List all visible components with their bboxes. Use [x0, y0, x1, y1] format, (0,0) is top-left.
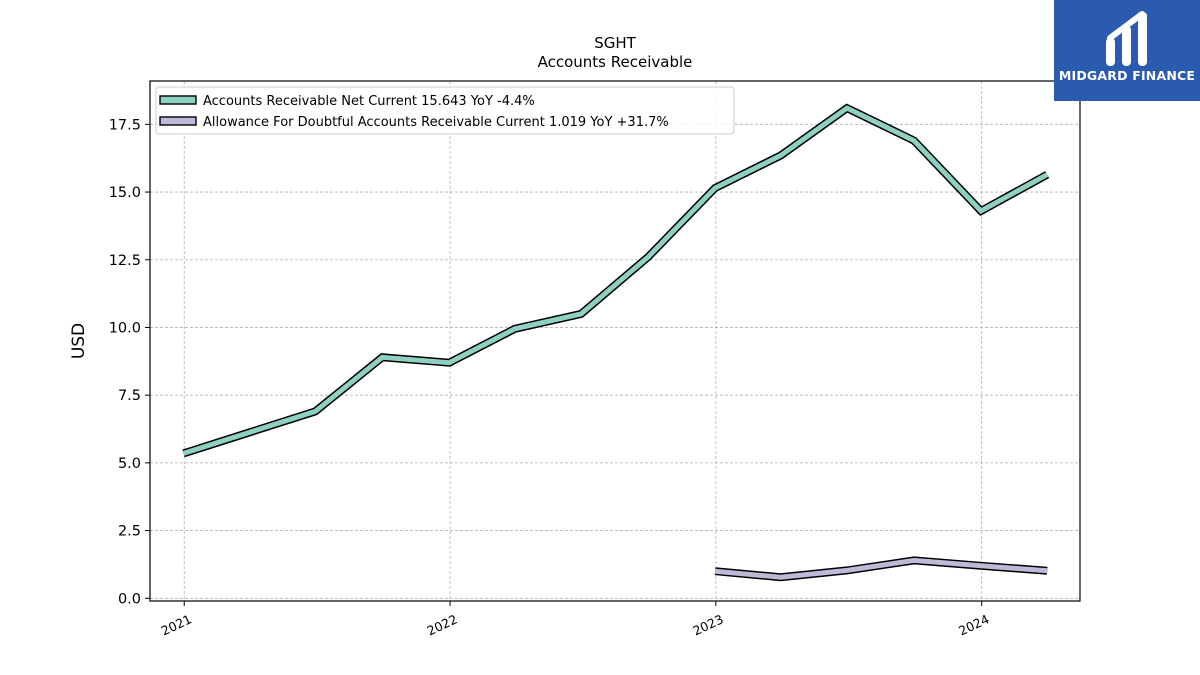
series-1-outline	[182, 103, 1050, 458]
legend-label: Allowance For Doubtful Accounts Receivab…	[203, 115, 669, 130]
chart-subtitle: Accounts Receivable	[538, 53, 693, 71]
logo-text: MIDGARD FINANCE	[1058, 68, 1196, 83]
series-layer	[182, 103, 1050, 582]
y-axis-label: USD	[69, 323, 89, 359]
y-tick-label: 7.5	[118, 388, 141, 404]
series-1-line	[182, 105, 1049, 456]
y-tick-label: 12.5	[109, 253, 141, 269]
y-tick-label: 15.0	[109, 185, 141, 201]
y-axis: 0.0 2.5 5.0 7.5 10.0 12.5 15.0 17.5	[109, 117, 150, 607]
plot-frame	[149, 80, 1081, 602]
legend-box	[155, 86, 735, 135]
y-tick-label: 5.0	[118, 456, 141, 472]
brand-logo: MIDGARD FINANCE	[1054, 0, 1200, 101]
series-2-line	[714, 557, 1048, 580]
x-tick-label: 2021	[159, 611, 194, 638]
grid-lines	[150, 81, 1080, 601]
legend: Accounts Receivable Net Current 15.643 Y…	[155, 86, 735, 135]
logo-mark-icon	[1106, 11, 1147, 66]
x-tick-label: 2022	[425, 611, 460, 638]
y-tick-label: 2.5	[118, 524, 141, 540]
legend-swatch	[159, 116, 197, 126]
x-tick-label: 2023	[690, 611, 725, 638]
chart-title: SGHT	[594, 34, 636, 52]
legend-swatch	[159, 95, 197, 105]
x-tick-label: 2024	[956, 611, 991, 638]
x-axis: 2021 2022 2023 2024	[159, 601, 991, 638]
y-tick-label: 0.0	[118, 591, 141, 607]
y-tick-label: 17.5	[109, 117, 141, 133]
y-tick-label: 10.0	[109, 320, 141, 336]
legend-label: Accounts Receivable Net Current 15.643 Y…	[203, 94, 535, 109]
